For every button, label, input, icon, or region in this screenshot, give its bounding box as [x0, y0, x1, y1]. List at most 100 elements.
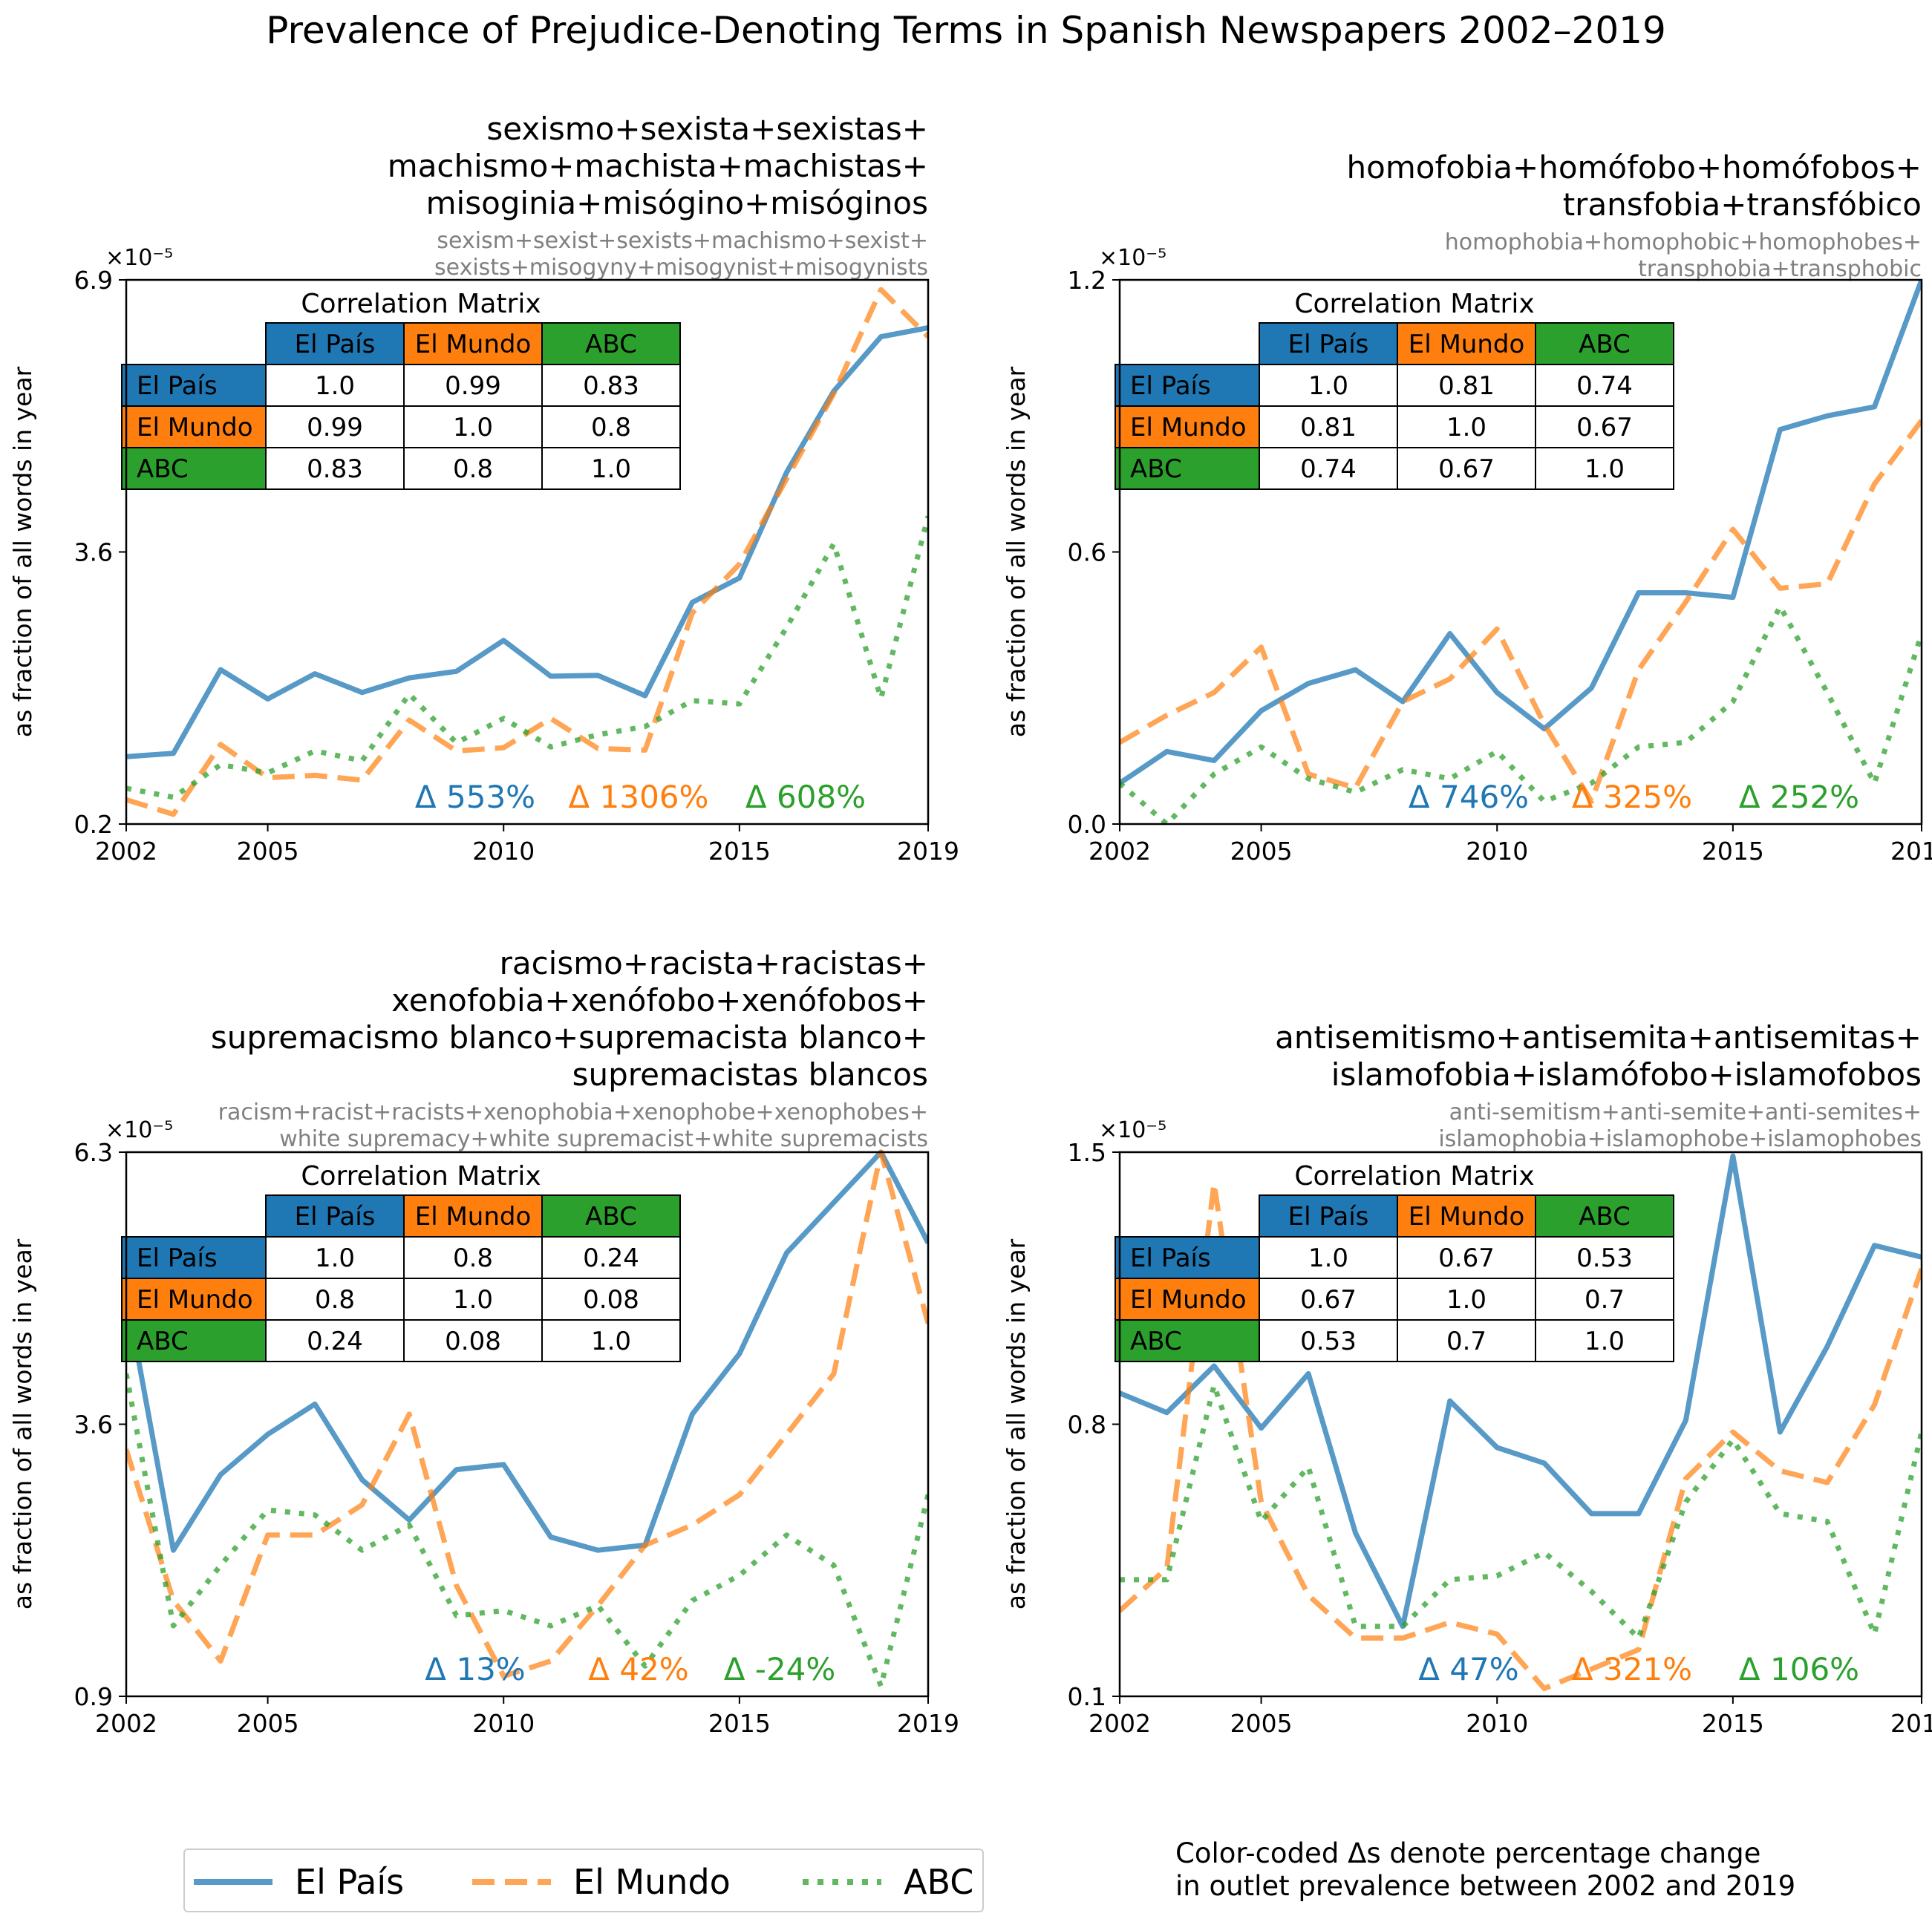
y-exponent-label: ×10⁻⁵	[105, 245, 173, 271]
matrix-row-header	[121, 364, 267, 407]
matrix-cell	[1535, 1236, 1674, 1279]
series-line-el-mundo	[1120, 1180, 1922, 1691]
chart-panel-4: antisemitismo+antisemita+antisemitas+isl…	[1002, 1019, 1932, 1738]
y-tick-label: 0.8	[1068, 1411, 1106, 1439]
matrix-title: Correlation Matrix	[301, 1161, 541, 1192]
series-group	[126, 287, 928, 817]
matrix-col-header-label: ABC	[585, 1202, 637, 1232]
matrix-cell-value: 0.83	[583, 371, 639, 401]
legend-label-el-mundo: El Mundo	[573, 1862, 731, 1902]
matrix-row-header-label: El País	[137, 371, 218, 401]
series-group	[1120, 278, 1922, 827]
footnote-line-1: Color-coded Δs denote percentage change	[1175, 1837, 1761, 1869]
legend-swatch-el-pais	[194, 1879, 272, 1885]
plot-frame	[125, 278, 930, 826]
panel-title-line: transfobia+transfóbico	[1563, 186, 1922, 223]
matrix-cell-value: 1.0	[591, 454, 631, 484]
x-tick-label: 2019	[1890, 1709, 1932, 1738]
matrix-row-header-label: ABC	[1130, 454, 1182, 484]
x-tick-label: 2015	[1702, 837, 1764, 866]
matrix-cell-value: 0.8	[453, 1243, 493, 1273]
x-tick-label: 2010	[1466, 837, 1528, 866]
series-line-el-pais	[126, 325, 928, 759]
matrix-row-header	[1115, 1319, 1260, 1362]
matrix-cell-value: 1.0	[591, 1327, 631, 1356]
matrix-cell-value: 0.8	[315, 1285, 355, 1315]
panel-title-line: supremacismo blanco+supremacista blanco+	[211, 1019, 928, 1056]
matrix-cell	[1397, 447, 1536, 490]
panel-title-line: sexismo+sexista+sexistas+	[486, 111, 928, 147]
y-tick-label: 6.3	[74, 1138, 113, 1167]
matrix-title: Correlation Matrix	[301, 289, 541, 319]
panel-subtitle-line: homophobia+homophobic+homophobes+	[1445, 229, 1922, 255]
footnote-line-2: in outlet prevalence between 2002 and 20…	[1175, 1870, 1796, 1902]
matrix-cell-value: 0.67	[1438, 454, 1495, 484]
y-tick-label: 0.9	[74, 1682, 113, 1711]
panel-title-line: supremacistas blancos	[572, 1056, 928, 1093]
correlation-matrix: Correlation Matrix El País El Mundo ABC El P…	[121, 289, 681, 490]
chart-panel-1: sexismo+sexista+sexistas+machismo+machis…	[8, 111, 959, 866]
matrix-row-header-label: ABC	[1130, 1327, 1182, 1356]
x-tick-label: 2005	[1230, 837, 1293, 866]
matrix-cell	[541, 447, 681, 490]
matrix-col-header-label: El Mundo	[1409, 1202, 1525, 1232]
matrix-cell-value: 1.0	[453, 1285, 493, 1315]
x-tick-label: 2019	[897, 837, 959, 866]
series-line-abc	[126, 515, 928, 800]
matrix-cell-value: 1.0	[453, 413, 493, 442]
matrix-cell-value: 0.53	[1300, 1327, 1357, 1356]
matrix-cell-value: 0.24	[307, 1327, 363, 1356]
matrix-cell-value: 0.74	[1576, 371, 1633, 401]
panel-title-line: misoginia+misógino+misóginos	[426, 185, 928, 221]
x-tick-label: 2019	[897, 1709, 959, 1738]
matrix-row-header-label: El Mundo	[1130, 413, 1247, 442]
panel-subtitle-line: racism+racist+racists+xenophobia+xenopho…	[218, 1099, 928, 1125]
correlation-matrix: Correlation Matrix El País El Mundo ABC El P…	[1115, 1161, 1674, 1362]
matrix-cell-value: 0.53	[1576, 1243, 1633, 1273]
chart-panel-3: racismo+racista+racistas+xenofobia+xenóf…	[8, 945, 959, 1738]
panel-title-line: antisemitismo+antisemita+antisemitas+	[1275, 1019, 1922, 1056]
y-axis-label: as fraction of all words in year	[1002, 1238, 1031, 1609]
matrix-cell	[1259, 364, 1398, 407]
matrix-cell-value: 1.0	[1308, 1243, 1348, 1273]
matrix-cell	[1535, 1278, 1674, 1321]
legend-item-abc: ABC	[801, 1850, 973, 1914]
matrix-col-header-label: El Mundo	[1409, 330, 1525, 359]
y-tick-label: 1.2	[1068, 266, 1106, 295]
panel-subtitle-line: white supremacy+white supremacist+white …	[279, 1126, 928, 1152]
matrix-row-header	[121, 447, 267, 490]
matrix-row-header	[1115, 405, 1260, 448]
y-tick-label: 0.0	[1068, 810, 1106, 839]
matrix-cell	[1397, 364, 1536, 407]
matrix-col-header-label: El País	[295, 1202, 376, 1232]
panel-title-line: machismo+machista+machistas+	[388, 148, 928, 184]
delta-label: Δ 325%	[1572, 779, 1692, 815]
matrix-cell-value: 0.99	[445, 371, 501, 401]
panel-title-line: homofobia+homófobo+homófobos+	[1347, 149, 1922, 186]
x-tick-label: 2015	[1702, 1709, 1764, 1738]
matrix-cell-value: 0.99	[307, 413, 363, 442]
series-line-abc	[1120, 604, 1922, 827]
matrix-cell-value: 0.67	[1438, 1243, 1495, 1273]
panel-title-line: xenofobia+xenófobo+xenófobos+	[391, 982, 928, 1019]
legend-label-abc: ABC	[904, 1862, 974, 1902]
y-tick-label: 3.6	[74, 1411, 113, 1439]
delta-label: Δ 321%	[1572, 1651, 1692, 1687]
figure-title: Prevalence of Prejudice-Denoting Terms i…	[266, 9, 1666, 52]
matrix-col-header	[541, 1194, 681, 1238]
series-group	[1120, 1153, 1922, 1691]
x-tick-label: 2002	[95, 837, 157, 866]
matrix-cell	[403, 1236, 543, 1279]
matrix-row-header-label: El País	[1130, 371, 1211, 401]
matrix-row-header-label: El País	[1130, 1243, 1211, 1273]
panel-title-line: racismo+racista+racistas+	[500, 945, 928, 981]
matrix-col-header-label: ABC	[585, 330, 637, 359]
y-tick-label: 0.6	[1068, 538, 1106, 567]
matrix-cell	[541, 1319, 681, 1362]
delta-label: Δ 106%	[1739, 1651, 1859, 1687]
matrix-cell	[1259, 405, 1398, 448]
panel-subtitle-line: transphobia+transphobic	[1638, 256, 1922, 282]
panel-subtitle-line: sexism+sexist+sexists+machismo+sexist+	[437, 228, 928, 254]
matrix-col-header	[1397, 1194, 1536, 1238]
matrix-cell-value: 0.8	[453, 454, 493, 484]
